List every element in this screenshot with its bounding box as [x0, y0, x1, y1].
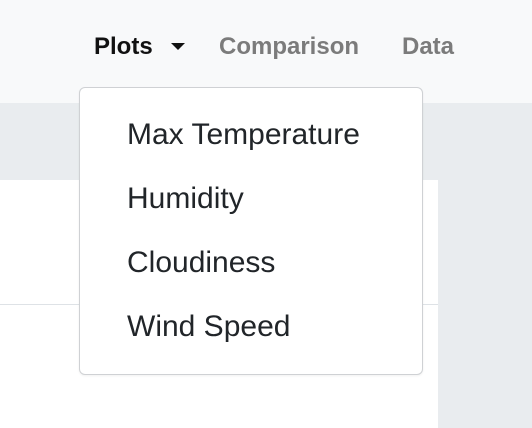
nav-data-link[interactable]: Data	[402, 33, 455, 60]
dropdown-item-max-temperature[interactable]: Max Temperature	[127, 118, 360, 151]
caret-down-icon[interactable]	[171, 43, 185, 50]
dropdown-item-humidity[interactable]: Humidity	[127, 182, 244, 215]
top-navbar: Plots Comparison Data	[0, 0, 532, 103]
plots-dropdown-menu: Max Temperature Humidity Cloudiness Wind…	[79, 87, 423, 375]
dropdown-item-cloudiness[interactable]: Cloudiness	[127, 246, 276, 279]
nav-comparison-link[interactable]: Comparison	[219, 33, 360, 60]
nav-plots-dropdown-toggle[interactable]: Plots	[94, 33, 153, 60]
dropdown-item-wind-speed[interactable]: Wind Speed	[127, 310, 291, 343]
